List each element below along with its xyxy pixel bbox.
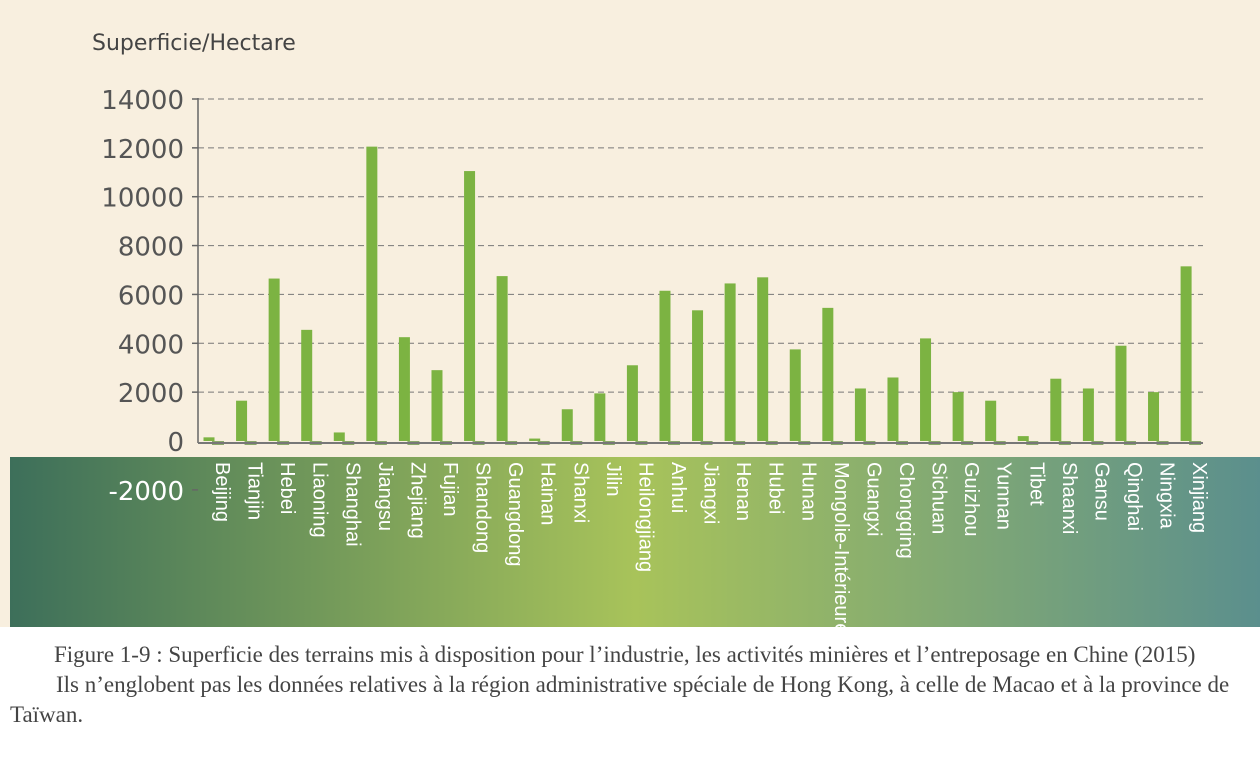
bar-qinghai [1115, 345, 1127, 441]
bar-guangdong [496, 276, 508, 441]
bar-beijing [203, 437, 215, 441]
x-tick-label: Tianjin [244, 462, 266, 520]
x-tick-labels: Beijing Tianjin Hebei Liaoning Shanghai Jiang… [211, 462, 1210, 627]
bar-henan [724, 283, 736, 441]
bar-hubei [757, 277, 769, 441]
x-tick-label: Hainan [537, 462, 559, 525]
x-tick-label: Jiangsu [374, 462, 396, 531]
bar-tibet [1017, 436, 1029, 441]
y-tick-label: 2000 [118, 379, 184, 409]
bar-shanxi [561, 409, 573, 441]
bar-jilin [594, 393, 606, 441]
x-tick-label: Chongqing [895, 462, 917, 559]
x-tick-label: Zhejiang [406, 462, 428, 539]
caption-title: Figure 1-9 : Superficie des terrains mis… [54, 642, 1196, 667]
bar-xinjiang [1180, 266, 1192, 441]
x-tick-label: Anhui [667, 462, 689, 513]
bar-zhejiang [398, 337, 410, 441]
bar-anhui [659, 290, 671, 441]
y-tick-label: 10000 [101, 184, 184, 214]
bar-shanghai [333, 432, 345, 441]
y-tick-labels: 14000 12000 10000 8000 6000 4000 2000 0 -2000 [101, 86, 184, 507]
bar-hainan [529, 438, 541, 441]
x-tick-label: Heilongjiang [634, 462, 656, 572]
y-tick-label: 14000 [101, 86, 184, 116]
bar-tianjin [236, 400, 248, 441]
bar-yunnan [985, 400, 997, 441]
x-tick-label: Hunan [797, 462, 819, 521]
y-tick-label: 8000 [118, 233, 184, 263]
x-tick-label: Shanxi [569, 462, 591, 523]
y-axis-title: Superficie/Hectare [92, 31, 296, 56]
x-tick-label: Henan [732, 462, 754, 521]
x-tick-label: Tibet [1025, 462, 1047, 506]
x-tick-label: Jiangxi [700, 462, 722, 524]
bar-chongqing [887, 377, 899, 441]
x-tick-label: Ningxia [1156, 462, 1178, 530]
x-tick-label: Yunnan [993, 462, 1015, 530]
bar-liaoning [301, 329, 313, 441]
bar-hebei [268, 278, 280, 441]
bar-jiangxi [692, 310, 704, 441]
y-tick-label: 12000 [101, 135, 184, 165]
x-tick-label: Liaoning [309, 462, 331, 538]
figure-caption: Figure 1-9 : Superficie des terrains mis… [10, 640, 1255, 730]
bar-heilongjiang [626, 365, 638, 441]
bar-guizhou [952, 392, 964, 441]
x-tick-label: Fujian [439, 462, 461, 516]
bar-shaanxi [1050, 378, 1062, 441]
bar-chart: 14000 12000 10000 8000 6000 4000 2000 0 -2000 Be… [10, 31, 1260, 627]
x-tick-label: Beijing [211, 462, 233, 522]
bar-sichuan [920, 338, 932, 441]
y-tick-label: 6000 [118, 281, 184, 311]
bars [203, 146, 1202, 445]
chart-panel: 14000 12000 10000 8000 6000 4000 2000 0 -2000 Be… [0, 0, 1260, 627]
y-tick-label: -2000 [108, 477, 184, 507]
x-tick-label: Hubei [765, 462, 787, 514]
x-tick-label: Mongolie-Intérieure [830, 462, 852, 627]
x-tick-label: Xinjiang [1188, 462, 1210, 533]
bar-jiangsu [366, 146, 378, 441]
x-tick-label: Gansu [1090, 462, 1112, 521]
bar-ningxia [1148, 392, 1160, 441]
bar-hunan [789, 349, 801, 441]
bar-fujian [431, 370, 443, 441]
x-tick-label: Jilin [602, 462, 624, 496]
x-tick-label: Guangxi [862, 462, 884, 537]
x-tick-label: Sichuan [928, 462, 950, 534]
bar-mongolie-intérieure [822, 307, 834, 441]
y-tick-label: 0 [167, 428, 184, 458]
x-tick-label: Shaanxi [1058, 462, 1080, 534]
x-tick-label: Qinghai [1123, 462, 1145, 531]
x-tick-label: Shanghai [341, 462, 363, 547]
x-tick-label: Guangdong [504, 462, 526, 567]
x-tick-label: Shandong [472, 462, 494, 553]
x-tick-label: Guizhou [960, 462, 982, 537]
x-tick-label: Hebei [276, 462, 298, 514]
bar-gansu [1082, 388, 1094, 441]
caption-note: Ils n’englobent pas les données relative… [10, 672, 1230, 727]
y-tick-label: 4000 [118, 330, 184, 360]
bar-shandong [464, 171, 476, 442]
bar-guangxi [854, 388, 866, 441]
axis-label-band [10, 457, 1260, 627]
